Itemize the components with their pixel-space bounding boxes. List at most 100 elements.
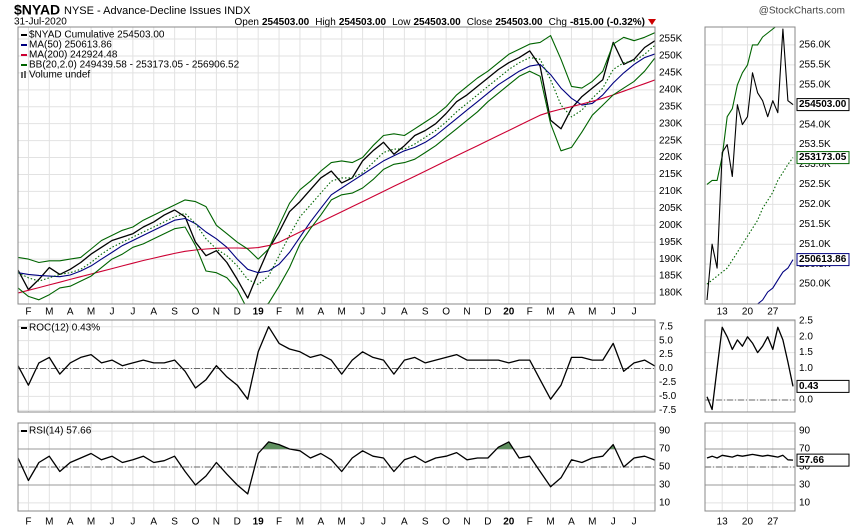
series-line [706, 28, 794, 301]
y-tick-label: 252.0K [799, 199, 831, 210]
x-tick-label: M [546, 517, 554, 528]
x-tick-label: J [360, 517, 365, 528]
plot-area [18, 27, 655, 304]
y-tick-label: -2.5 [659, 377, 677, 388]
panel-frame [704, 422, 796, 512]
x-tick-label: M [87, 517, 95, 528]
series-line [18, 40, 655, 299]
series-line [18, 32, 655, 264]
y-tick-label: 253.0K [799, 159, 831, 170]
x-tick-label: M [338, 307, 346, 318]
y-tick-label: 250K [659, 51, 683, 62]
y-tick-label: 220K [659, 152, 683, 163]
x-tick-label: F [276, 517, 282, 528]
legend-swatch [21, 72, 23, 78]
overbought-area [262, 441, 616, 450]
legend-label: MA(200) 242924.48 [29, 50, 118, 61]
end-value-label: 250613.86 [799, 254, 847, 265]
chart-title: $NYAD [14, 2, 60, 18]
x-tick-label: 20 [742, 307, 754, 318]
end-value-box [796, 453, 850, 467]
x-tick-label: M [296, 517, 304, 528]
x-tick-label: F [276, 307, 282, 318]
plot-area [705, 423, 795, 511]
quote-value: 254503.00 [495, 17, 543, 28]
y-tick-label: -5.0 [659, 391, 677, 402]
x-tick-label: J [611, 307, 616, 318]
y-tick-label: 190K [659, 254, 683, 265]
y-tick-label: 210K [659, 186, 683, 197]
end-value-label: 254503.00 [799, 99, 847, 110]
plot-area [18, 320, 655, 412]
x-tick-label: 19 [253, 517, 265, 528]
plot-area [18, 423, 655, 511]
x-tick-label: F [25, 307, 31, 318]
y-tick-label: 253.5K [799, 139, 831, 150]
x-tick-label: A [568, 307, 575, 318]
x-tick-label: 19 [253, 307, 265, 318]
legend-label: $NYAD Cumulative 254503.00 [29, 30, 165, 41]
x-tick-label: A [318, 517, 325, 528]
x-tick-label: S [422, 307, 429, 318]
y-tick-label: 2.5 [659, 349, 673, 360]
x-tick-label: 13 [717, 517, 729, 528]
quote-value: 254503.00 [413, 17, 461, 28]
legend-label: MA(50) 250613.86 [29, 40, 112, 51]
series-line [18, 326, 655, 400]
panel-frame [704, 26, 796, 305]
series-line [18, 57, 655, 304]
x-tick-label: A [318, 307, 325, 318]
y-tick-label: 254.0K [799, 119, 831, 130]
series-line [706, 157, 794, 285]
y-tick-label: 255.0K [799, 79, 831, 90]
y-tick-label: 235K [659, 101, 683, 112]
y-tick-label: 10 [799, 498, 811, 509]
y-tick-label: 7.5 [659, 321, 673, 332]
legend-label: BB(20,2.0) 249439.58 - 253173.05 - 25690… [29, 60, 240, 71]
panel-frame [17, 422, 656, 512]
plot-area [705, 27, 795, 304]
x-tick-label: 20 [742, 517, 754, 528]
series-line [706, 326, 794, 411]
plot-area [705, 320, 795, 412]
quote-label: Close [467, 17, 493, 28]
x-tick-label: M [87, 307, 95, 318]
quote-label: Chg [549, 17, 567, 28]
x-tick-label: A [568, 517, 575, 528]
end-value-box [796, 98, 850, 112]
quote-label: High [315, 17, 336, 28]
y-tick-label: 256.0K [799, 40, 831, 51]
y-tick-label: 250.0K [799, 279, 831, 290]
series-line [756, 259, 794, 304]
x-tick-label: N [213, 307, 220, 318]
x-tick-label: J [632, 517, 637, 528]
y-tick-label: 255.5K [799, 60, 831, 71]
x-tick-label: F [527, 307, 533, 318]
quote-value: 254503.00 [262, 17, 310, 28]
x-tick-label: N [213, 517, 220, 528]
end-value-label: 57.66 [799, 455, 824, 466]
y-tick-label: 2.5 [799, 316, 813, 327]
y-tick-label: 251.5K [799, 219, 831, 230]
x-tick-label: M [45, 307, 53, 318]
y-tick-label: 185K [659, 271, 683, 282]
quote-value: -815.00 (-0.32%) [570, 17, 645, 28]
x-tick-label: N [463, 307, 470, 318]
quote-value: 254503.00 [339, 17, 387, 28]
end-value-label: 0.43 [799, 381, 819, 392]
y-tick-label: 251.0K [799, 239, 831, 250]
x-tick-label: D [484, 517, 491, 528]
x-tick-label: 27 [767, 307, 779, 318]
x-tick-label: J [130, 517, 135, 528]
y-tick-label: 90 [659, 426, 671, 437]
series-line [18, 53, 655, 278]
legend-swatch [24, 71, 26, 78]
y-tick-label: 70 [799, 444, 811, 455]
panel-frame [17, 26, 656, 305]
x-tick-label: J [109, 307, 114, 318]
chart-subtitle: NYSE - Advance-Decline Issues INDX [64, 5, 251, 17]
y-tick-label: 225K [659, 135, 683, 146]
x-tick-label: A [67, 517, 74, 528]
y-tick-label: 255K [659, 34, 683, 45]
y-tick-label: 180K [659, 288, 683, 299]
